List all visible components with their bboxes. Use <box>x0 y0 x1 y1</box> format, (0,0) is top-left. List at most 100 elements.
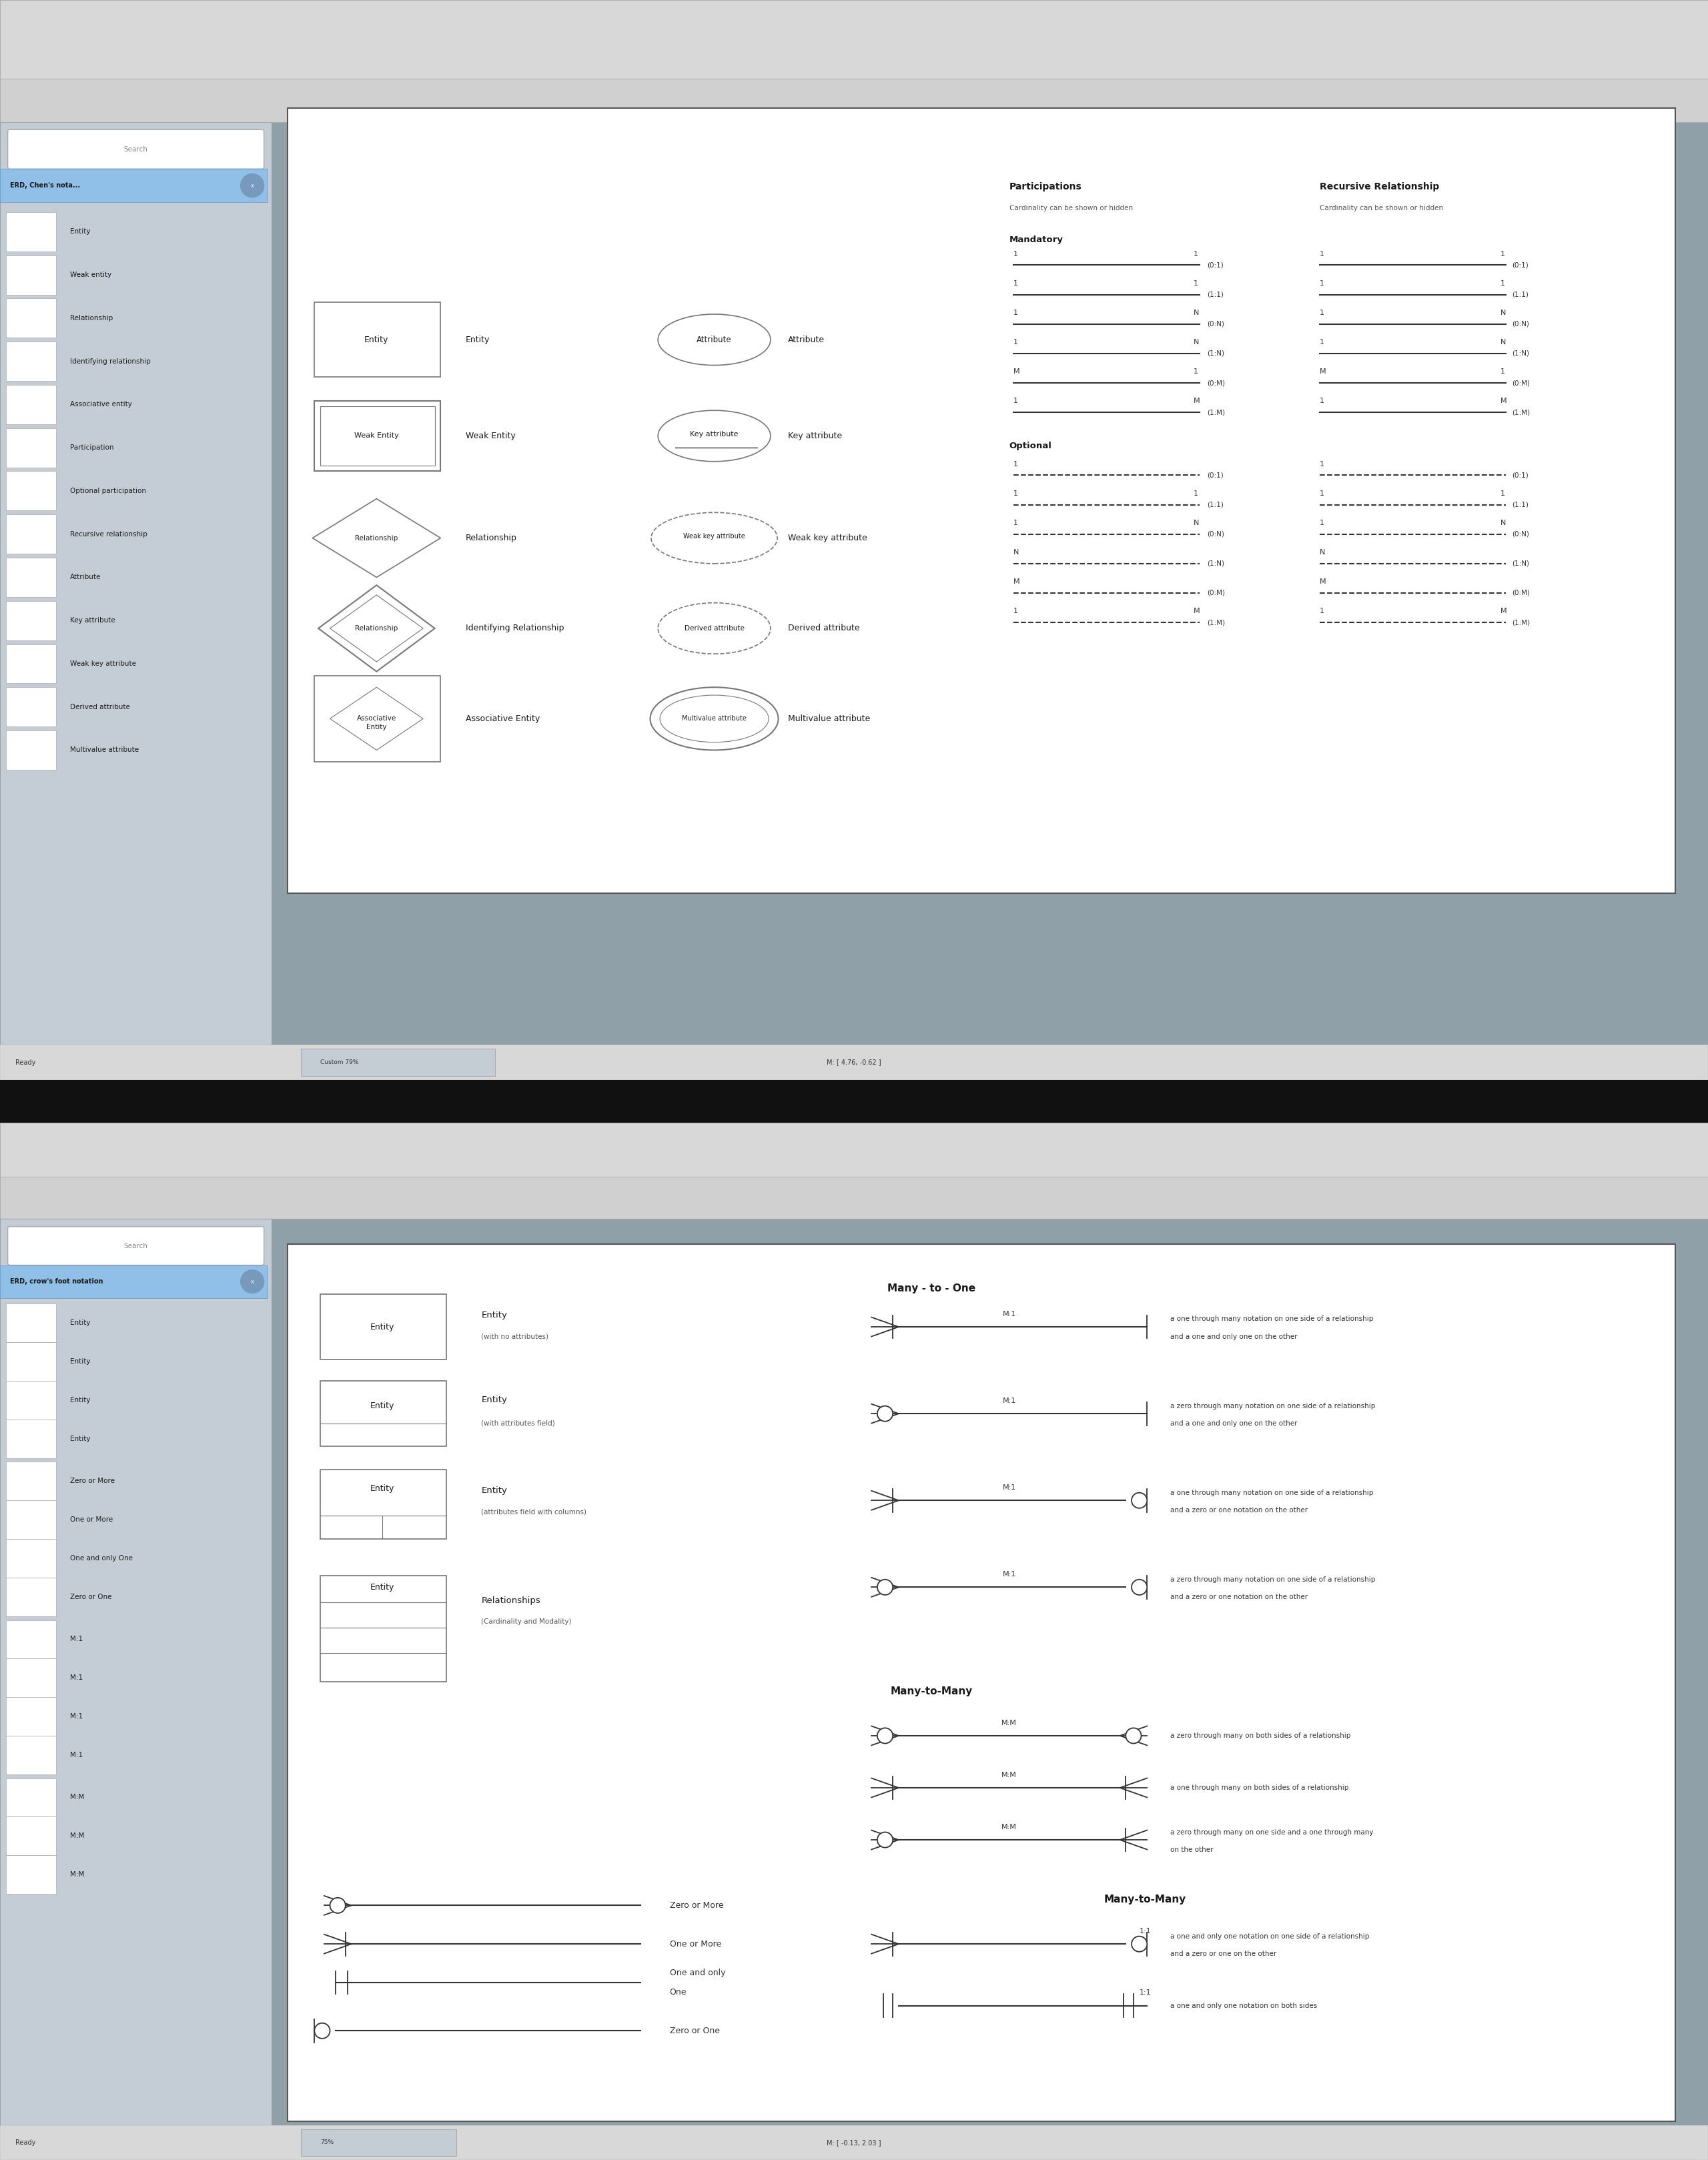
Text: One: One <box>670 1987 687 1996</box>
FancyBboxPatch shape <box>5 1341 56 1380</box>
Text: (1:1): (1:1) <box>1208 501 1225 508</box>
Text: 1: 1 <box>1013 607 1018 616</box>
Text: M:M: M:M <box>70 1795 84 1801</box>
Circle shape <box>241 173 265 197</box>
FancyBboxPatch shape <box>5 255 56 294</box>
Text: Ready: Ready <box>15 2138 36 2147</box>
Text: Mandatory: Mandatory <box>1009 235 1064 244</box>
Text: Custom 79%: Custom 79% <box>321 1058 359 1065</box>
Text: Participations: Participations <box>1009 181 1081 192</box>
Text: (1:M): (1:M) <box>1208 620 1225 626</box>
Text: (1:N): (1:N) <box>1208 350 1225 356</box>
Text: (1:M): (1:M) <box>1512 408 1530 415</box>
FancyBboxPatch shape <box>5 1855 56 1894</box>
Text: M: M <box>1194 397 1201 404</box>
Text: Weak key attribute: Weak key attribute <box>70 661 137 667</box>
Text: (0:N): (0:N) <box>1512 531 1529 538</box>
Text: M:M: M:M <box>70 1832 84 1840</box>
FancyBboxPatch shape <box>5 1620 56 1659</box>
Text: 1: 1 <box>1320 460 1324 467</box>
Text: 1: 1 <box>1194 369 1199 376</box>
Text: One and only: One and only <box>670 1968 726 1976</box>
Text: Many-to-Many: Many-to-Many <box>890 1687 974 1696</box>
FancyBboxPatch shape <box>5 557 56 596</box>
FancyBboxPatch shape <box>0 121 272 1080</box>
FancyBboxPatch shape <box>5 298 56 337</box>
Text: x: x <box>251 1279 254 1285</box>
Text: One or More: One or More <box>70 1516 113 1523</box>
Text: Recursive relationship: Recursive relationship <box>70 531 147 538</box>
Text: 1: 1 <box>1320 309 1324 315</box>
Text: (1:1): (1:1) <box>1208 292 1225 298</box>
Text: N: N <box>1500 339 1506 346</box>
FancyBboxPatch shape <box>5 1659 56 1698</box>
Text: Search: Search <box>125 1242 149 1248</box>
Text: M: M <box>1013 369 1020 376</box>
Text: Relationship: Relationship <box>466 534 518 542</box>
Text: x: x <box>251 184 254 188</box>
Text: Weak Entity: Weak Entity <box>354 432 398 438</box>
FancyBboxPatch shape <box>5 1737 56 1773</box>
Text: M:1: M:1 <box>1003 1570 1016 1577</box>
Text: a zero through many notation on one side of a relationship: a zero through many notation on one side… <box>1170 1402 1375 1408</box>
Text: 1: 1 <box>1013 251 1018 257</box>
Text: One and only One: One and only One <box>70 1555 133 1562</box>
FancyBboxPatch shape <box>5 1501 56 1538</box>
FancyBboxPatch shape <box>5 1538 56 1577</box>
FancyBboxPatch shape <box>5 1380 56 1419</box>
FancyBboxPatch shape <box>0 78 1708 121</box>
Text: Entity: Entity <box>371 1484 395 1493</box>
Text: Weak key attribute: Weak key attribute <box>683 534 745 540</box>
Text: 1: 1 <box>1194 281 1199 287</box>
Text: Entity: Entity <box>364 335 389 343</box>
Text: Derived attribute: Derived attribute <box>70 704 130 711</box>
FancyBboxPatch shape <box>5 428 56 467</box>
FancyBboxPatch shape <box>5 1698 56 1737</box>
Circle shape <box>878 1832 893 1847</box>
FancyBboxPatch shape <box>5 471 56 510</box>
Text: Entity: Entity <box>371 1322 395 1331</box>
FancyBboxPatch shape <box>321 406 436 464</box>
Text: (1:N): (1:N) <box>1512 350 1529 356</box>
Text: Search: Search <box>125 147 149 153</box>
Text: (Cardinality and Modality): (Cardinality and Modality) <box>482 1618 572 1624</box>
Text: Many - to - One: Many - to - One <box>888 1283 975 1294</box>
Text: Attribute: Attribute <box>787 335 825 343</box>
Circle shape <box>878 1728 893 1743</box>
Circle shape <box>1132 1579 1148 1594</box>
Text: (0:N): (0:N) <box>1208 531 1225 538</box>
Text: Multivalue attribute: Multivalue attribute <box>681 715 746 721</box>
Text: Weak key attribute: Weak key attribute <box>787 534 868 542</box>
Text: a one through many notation on one side of a relationship: a one through many notation on one side … <box>1170 1315 1373 1322</box>
Text: M:1: M:1 <box>70 1713 82 1719</box>
FancyBboxPatch shape <box>0 1218 272 2160</box>
Text: M:1: M:1 <box>70 1635 82 1642</box>
Text: Relationship: Relationship <box>355 624 398 631</box>
FancyBboxPatch shape <box>5 514 56 553</box>
Text: 1: 1 <box>1500 251 1505 257</box>
Text: (0:1): (0:1) <box>1208 471 1223 480</box>
Text: N: N <box>1194 309 1199 315</box>
FancyBboxPatch shape <box>321 1380 446 1447</box>
Text: Cardinality can be shown or hidden: Cardinality can be shown or hidden <box>1320 205 1443 212</box>
Text: Entity: Entity <box>70 229 91 235</box>
Text: N: N <box>1194 339 1199 346</box>
Polygon shape <box>318 585 436 672</box>
FancyBboxPatch shape <box>5 730 56 769</box>
FancyBboxPatch shape <box>0 1080 1708 1123</box>
Text: 1: 1 <box>1194 490 1199 497</box>
Text: 1: 1 <box>1320 397 1324 404</box>
FancyBboxPatch shape <box>5 644 56 683</box>
FancyBboxPatch shape <box>301 1048 495 1076</box>
Text: Derived attribute: Derived attribute <box>685 624 745 631</box>
Text: Multivalue attribute: Multivalue attribute <box>70 747 138 754</box>
FancyBboxPatch shape <box>5 1305 56 1341</box>
Circle shape <box>1132 1935 1148 1953</box>
Text: (1:1): (1:1) <box>1512 292 1529 298</box>
Text: 1: 1 <box>1013 490 1018 497</box>
Text: One or More: One or More <box>670 1940 721 1948</box>
Ellipse shape <box>658 313 770 365</box>
Text: Relationship: Relationship <box>355 536 398 542</box>
FancyBboxPatch shape <box>0 1045 1708 1080</box>
Text: 1: 1 <box>1013 521 1018 527</box>
